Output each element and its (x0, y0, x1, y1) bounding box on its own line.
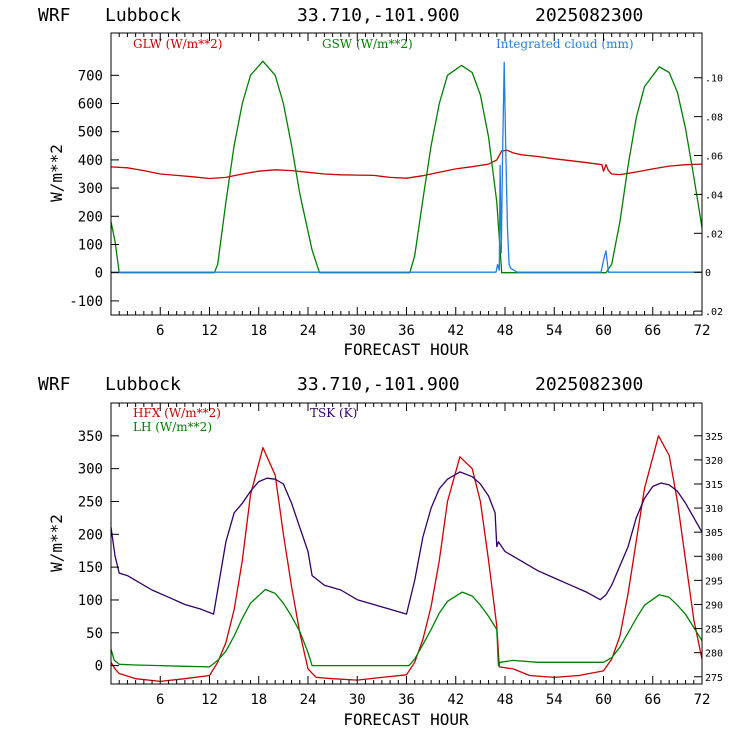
bottom-series-line-0 (110, 435, 703, 683)
top-series-line-1 (110, 60, 703, 274)
top-right-tick-label: .02 (705, 229, 723, 240)
top-header-model: WRF (38, 5, 71, 26)
top-header-station: Lubbock (105, 5, 181, 26)
bottom-right-tick-label: 325 (705, 432, 723, 443)
bottom-axes: 6 12 18 24 30 36 42 48 54 60 66 72 0 50 100 150 200 250 30… (78, 402, 723, 708)
top-series-line-2 (111, 61, 702, 273)
top-y-tick-label: 300 (78, 181, 103, 197)
bottom-right-tick-label: 290 (705, 600, 723, 611)
bottom-x-tick-label: 54 (546, 692, 563, 708)
top-header-coords: 33.710,-101.900 (297, 5, 460, 26)
top-y-tick-label: -100 (69, 294, 103, 310)
bottom-x-tick-label: 6 (156, 692, 164, 708)
bottom-y-tick-label: 100 (78, 593, 103, 609)
bottom-plot-frame (110, 402, 703, 685)
bottom-series-line-2 (110, 471, 703, 615)
top-chart: WRF Lubbock 33.710,-101.900 2025082300 G… (38, 5, 723, 359)
top-x-tick-label: 6 (156, 323, 164, 339)
bottom-y-tick-label: 200 (78, 527, 103, 543)
bottom-x-tick-label: 60 (595, 692, 612, 708)
top-y-tick-label: 500 (78, 125, 103, 141)
bottom-right-tick-label: 315 (705, 480, 723, 491)
top-right-tick-label: .02 (705, 307, 723, 318)
bottom-x-tick-label: 24 (300, 692, 317, 708)
top-y-axis-label: W/m**2 (47, 144, 66, 202)
top-x-tick-label: 18 (250, 323, 267, 339)
bottom-right-tick-label: 275 (705, 673, 723, 684)
bottom-right-tick-label: 310 (705, 504, 723, 515)
bottom-right-tick-label: 285 (705, 625, 723, 636)
bottom-x-tick-label: 12 (201, 692, 218, 708)
top-right-tick-label: .04 (705, 190, 723, 201)
top-y-tick-label: 700 (78, 68, 103, 84)
bottom-y-tick-label: 250 (78, 494, 103, 510)
top-legend-gsw: GSW (W/m**2) (322, 37, 413, 51)
bottom-series-group (110, 435, 703, 683)
bottom-header-run: 2025082300 (535, 374, 643, 395)
top-right-tick-label: .06 (705, 152, 723, 163)
top-header-run: 2025082300 (535, 5, 643, 26)
bottom-y-tick-label: 0 (95, 659, 103, 675)
bottom-x-tick-label: 72 (694, 692, 711, 708)
top-x-tick-label: 60 (595, 323, 612, 339)
bottom-chart: WRF Lubbock 33.710,-101.900 2025082300 H… (38, 374, 723, 729)
top-y-tick-label: 600 (78, 97, 103, 113)
bottom-header-coords: 33.710,-101.900 (297, 374, 460, 395)
bottom-y-tick-label: 50 (86, 626, 103, 642)
bottom-x-axis-label: FORECAST HOUR (343, 710, 469, 729)
top-right-tick-label: 0 (705, 268, 711, 279)
bottom-legend-lh: LH (W/m**2) (133, 420, 212, 434)
bottom-header-station: Lubbock (105, 374, 181, 395)
bottom-header-model: WRF (38, 374, 71, 395)
bottom-legend-tsk: TSK (K) (310, 406, 357, 420)
bottom-right-tick-label: 300 (705, 552, 723, 563)
top-y-tick-label: 100 (78, 238, 103, 254)
bottom-right-tick-label: 295 (705, 576, 723, 587)
bottom-y-tick-label: 350 (78, 429, 103, 445)
bottom-series-line-1 (110, 588, 703, 668)
bottom-y-tick-label: 300 (78, 462, 103, 478)
top-x-tick-label: 30 (349, 323, 366, 339)
bottom-y-tick-label: 150 (78, 560, 103, 576)
bottom-legend-hfx: HFX (W/m**2) (133, 406, 221, 420)
top-series-group (110, 60, 703, 274)
top-x-tick-label: 72 (694, 323, 711, 339)
bottom-x-tick-label: 30 (349, 692, 366, 708)
top-x-tick-label: 48 (497, 323, 514, 339)
bottom-x-tick-label: 36 (398, 692, 415, 708)
bottom-y-axis-label: W/m**2 (47, 514, 66, 572)
top-x-tick-label: 66 (644, 323, 661, 339)
bottom-right-tick-label: 320 (705, 456, 723, 467)
top-x-tick-label: 42 (447, 323, 464, 339)
top-x-tick-label: 36 (398, 323, 415, 339)
top-y-tick-label: 400 (78, 153, 103, 169)
bottom-x-tick-label: 42 (447, 692, 464, 708)
top-y-tick-label: 0 (95, 266, 103, 282)
top-axes: 6 12 18 24 30 36 42 48 54 60 66 72 -100 0 100 200 300 400… (69, 32, 723, 339)
bottom-x-tick-label: 18 (250, 692, 267, 708)
top-y-tick-label: 200 (78, 209, 103, 225)
top-series-line-0 (110, 149, 703, 180)
top-right-tick-label: .10 (705, 74, 723, 85)
bottom-x-tick-label: 66 (644, 692, 661, 708)
top-x-tick-label: 54 (546, 323, 563, 339)
bottom-right-tick-label: 280 (705, 649, 723, 660)
top-legend-cloud: Integrated cloud (mm) (496, 37, 634, 51)
top-right-tick-label: .08 (705, 113, 723, 124)
top-legend-glw: GLW (W/m**2) (133, 37, 222, 51)
top-x-tick-label: 24 (300, 323, 317, 339)
top-x-tick-label: 12 (201, 323, 218, 339)
bottom-x-tick-label: 48 (497, 692, 514, 708)
bottom-right-tick-label: 305 (705, 528, 723, 539)
top-x-axis-label: FORECAST HOUR (343, 340, 469, 359)
